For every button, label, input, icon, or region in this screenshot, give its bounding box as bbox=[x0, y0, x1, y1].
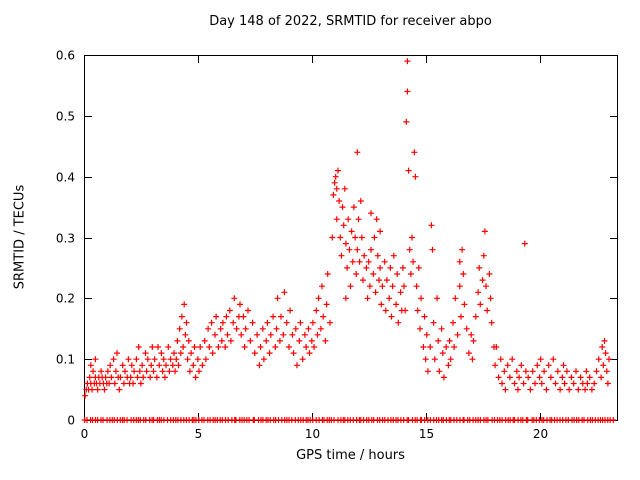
y-tick-label: 0.6 bbox=[56, 49, 75, 63]
y-tick-label: 0.1 bbox=[56, 353, 75, 367]
y-tick-label: 0.3 bbox=[56, 232, 75, 246]
y-tick-label: 0.5 bbox=[56, 110, 75, 124]
x-tick-label: 0 bbox=[81, 427, 89, 441]
x-tick-label: 5 bbox=[195, 427, 203, 441]
x-axis-label: GPS time / hours bbox=[296, 448, 405, 463]
x-tick-label: 20 bbox=[533, 427, 548, 441]
x-tick-label: 15 bbox=[419, 427, 434, 441]
chart-title: Day 148 of 2022, SRMTID for receiver abp… bbox=[209, 14, 492, 29]
y-tick-label: 0.4 bbox=[56, 171, 75, 185]
y-tick-label: 0.2 bbox=[56, 292, 75, 306]
x-tick-label: 10 bbox=[305, 427, 320, 441]
y-tick-label: 0 bbox=[67, 414, 75, 428]
scatter-points bbox=[82, 58, 612, 399]
y-axis-label: SRMTID / TECUs bbox=[12, 184, 28, 290]
zero-band-points bbox=[81, 417, 617, 423]
